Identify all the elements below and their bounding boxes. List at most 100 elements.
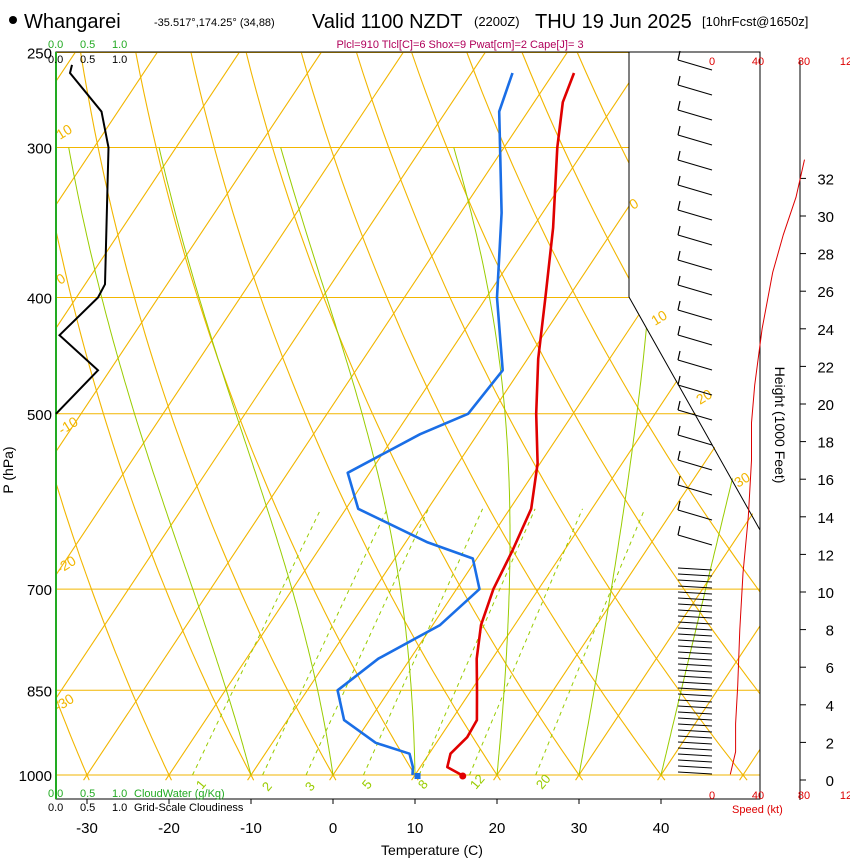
- wind-barb-flag: [677, 75, 681, 86]
- wind-barb: [677, 645, 713, 649]
- wind-barb: [677, 567, 713, 571]
- location-coords: -35.517°,174.25° (34,88): [154, 17, 275, 29]
- wind-barb: [677, 534, 713, 546]
- dry-adiabat-line: [56, 228, 255, 781]
- speed-tick-bottom: 0: [709, 790, 715, 802]
- forecast-run: [10hrFcst@1650z]: [702, 14, 808, 29]
- cloudwater-legend: CloudWater (g/Kg): [134, 788, 225, 800]
- wind-barb: [677, 759, 713, 763]
- dry-adiabat-label: 10: [53, 121, 75, 143]
- wind-barb-flag: [677, 300, 681, 311]
- pressure-tick-label: 250: [27, 46, 52, 63]
- wind-barb: [677, 459, 713, 471]
- wind-barb: [677, 675, 713, 679]
- wind-barb: [677, 681, 713, 685]
- wind-barb: [677, 309, 713, 321]
- wind-barb: [677, 633, 713, 637]
- wind-barb: [677, 753, 713, 757]
- height-tick-label: 6: [826, 660, 834, 677]
- wind-barb: [677, 651, 713, 655]
- moist-adiabat-line: [660, 362, 760, 776]
- wind-barb: [677, 663, 713, 667]
- dry-adiabat-label: 10: [648, 307, 670, 329]
- wind-barb-flag: [677, 400, 681, 411]
- wind-barb: [677, 359, 713, 371]
- cloudiness-line: [55, 64, 110, 415]
- x-tick-label: 10: [407, 820, 424, 837]
- wind-barb: [677, 621, 713, 625]
- wind-barb-flag: [677, 375, 681, 386]
- moist-adiabat-line: [158, 147, 334, 776]
- height-tick-label: 24: [817, 322, 834, 339]
- wind-barb: [677, 627, 713, 631]
- x-tick-label: 40: [653, 820, 670, 837]
- wind-barb: [677, 597, 713, 601]
- x-tick-label: 20: [489, 820, 506, 837]
- speed-tick-top: 0: [709, 56, 715, 68]
- cloudwater-tick-bottom: 0.5: [80, 788, 95, 800]
- speed-tick-top: 40: [752, 56, 764, 68]
- wind-barb: [677, 657, 713, 661]
- height-tick-label: 2: [826, 735, 834, 752]
- wind-barb: [677, 747, 713, 751]
- wind-barb: [677, 284, 713, 296]
- speed-tick-bottom: 80: [798, 790, 810, 802]
- wind-barb: [677, 109, 713, 121]
- dry-adiabat-line: [56, 697, 90, 781]
- location-name: Whangarei: [24, 11, 121, 33]
- isotherm-line: [657, 625, 760, 781]
- mixing-ratio-line: [262, 508, 388, 776]
- cloudiness-tick-bottom: 0.0: [48, 802, 63, 814]
- wind-barb: [677, 84, 713, 96]
- wind-barb: [677, 639, 713, 643]
- wind-barb-flag: [677, 125, 681, 136]
- wind-barb: [677, 434, 713, 446]
- wind-barb: [677, 585, 713, 589]
- cloudwater-tick-top: 0.0: [48, 39, 63, 51]
- speed-axis-label: Speed (kt): [732, 804, 783, 816]
- wind-barb-flag: [677, 150, 681, 161]
- dry-adiabat-line: [135, 52, 419, 781]
- cloudiness-legend: Grid-Scale Cloudiness: [134, 802, 244, 814]
- utc-time: (2200Z): [474, 14, 520, 29]
- upper-right-mask: [629, 52, 762, 530]
- wind-barb-flag: [677, 100, 681, 111]
- wind-barb-flag: [677, 275, 681, 286]
- wind-barb: [677, 699, 713, 703]
- height-tick-label: 12: [817, 547, 834, 564]
- isotherm-line: [165, 52, 650, 781]
- wind-barb-flag: [677, 325, 681, 336]
- height-tick-label: 16: [817, 472, 834, 489]
- valid-time: Valid 1100 NZDT: [312, 11, 462, 33]
- wind-barb: [677, 384, 713, 396]
- speed-tick-top: 12: [840, 56, 850, 68]
- wind-barb: [677, 609, 713, 613]
- height-tick-label: 0: [826, 773, 834, 790]
- moist-adiabat-line: [68, 147, 252, 776]
- wind-barb: [677, 771, 713, 775]
- wind-barb: [677, 741, 713, 745]
- x-tick-label: 30: [571, 820, 588, 837]
- wind-barb: [677, 711, 713, 715]
- wind-barb: [677, 729, 713, 733]
- isotherm-line: [56, 52, 404, 576]
- cloudwater-tick-bottom: 1.0: [112, 788, 127, 800]
- wind-barb: [677, 484, 713, 496]
- wind-barb-flag: [677, 200, 681, 211]
- pressure-tick-label: 400: [27, 290, 52, 307]
- wind-barb-flag: [677, 350, 681, 361]
- dry-adiabat-line: [355, 52, 748, 781]
- height-tick-label: 32: [817, 171, 834, 188]
- isotherm-line: [411, 254, 760, 781]
- speed-tick-bottom: 40: [752, 790, 764, 802]
- wind-barb: [677, 134, 713, 146]
- wind-barb: [677, 735, 713, 739]
- wind-speed-line: [729, 159, 805, 775]
- dry-adiabat-line: [245, 52, 584, 781]
- wind-barb-flag: [677, 475, 681, 486]
- forecast-date: THU 19 Jun 2025: [535, 11, 692, 33]
- height-tick-label: 20: [817, 397, 834, 414]
- wind-barb: [677, 693, 713, 697]
- height-tick-label: 18: [817, 435, 834, 452]
- cloudwater-tick-bottom: 0.0: [48, 788, 63, 800]
